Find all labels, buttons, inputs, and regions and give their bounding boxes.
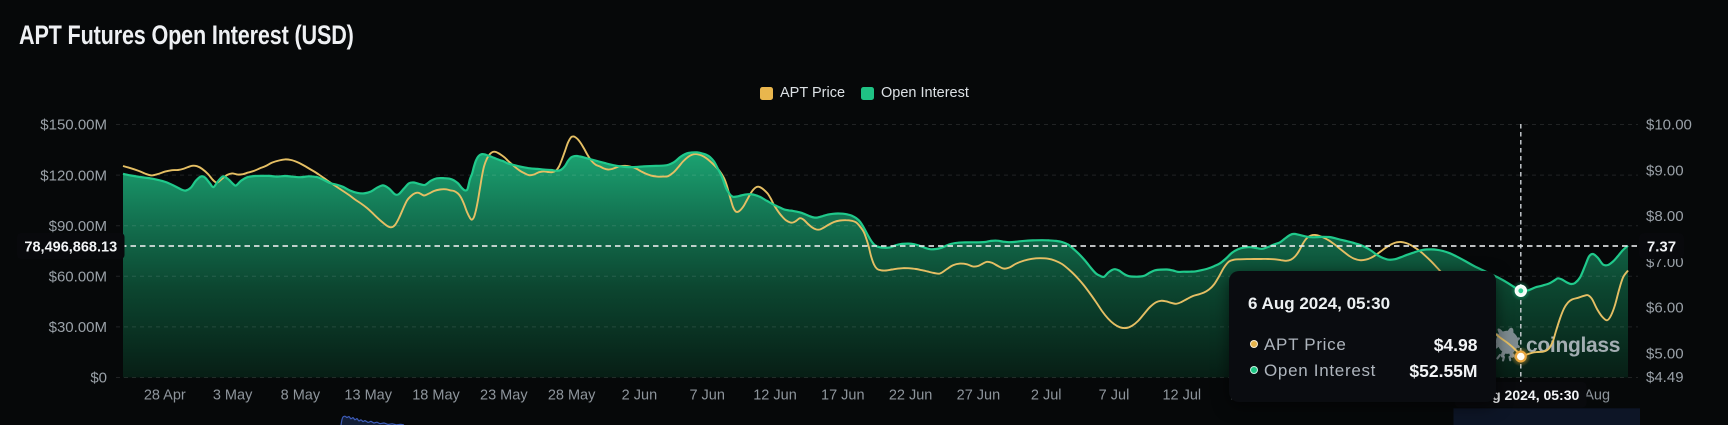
svg-text:$4.49: $4.49	[1646, 369, 1684, 386]
svg-text:12 Jul: 12 Jul	[1162, 388, 1201, 404]
svg-text:7 Jul: 7 Jul	[1099, 388, 1130, 404]
svg-text:12 Jun: 12 Jun	[753, 388, 797, 404]
svg-text:8 May: 8 May	[281, 388, 321, 404]
svg-text:13 May: 13 May	[344, 388, 392, 404]
svg-text:78,496,868.13: 78,496,868.13	[24, 239, 117, 255]
svg-text:2 Jun: 2 Jun	[622, 388, 657, 404]
svg-text:$5.00: $5.00	[1646, 345, 1684, 362]
svg-text:$6.00: $6.00	[1646, 300, 1684, 317]
svg-text:$8.00: $8.00	[1646, 208, 1684, 225]
svg-text:18 May: 18 May	[412, 388, 460, 404]
svg-text:$150.00M: $150.00M	[40, 117, 107, 134]
svg-text:28 Apr: 28 Apr	[144, 388, 186, 404]
svg-text:$90.00M: $90.00M	[49, 218, 107, 235]
svg-text:coinglass: coinglass	[1526, 334, 1620, 357]
svg-text:$30.00M: $30.00M	[49, 319, 107, 336]
svg-text:22 Jun: 22 Jun	[889, 388, 933, 404]
svg-text:7 Jun: 7 Jun	[689, 388, 724, 404]
svg-text:17 Jun: 17 Jun	[821, 388, 865, 404]
svg-text:27 Jun: 27 Jun	[957, 388, 1001, 404]
svg-text:7.37: 7.37	[1647, 238, 1676, 255]
svg-text:$10.00: $10.00	[1646, 117, 1692, 134]
svg-text:$0: $0	[90, 370, 107, 387]
svg-text:28 May: 28 May	[548, 388, 596, 404]
svg-text:$60.00M: $60.00M	[49, 269, 107, 286]
svg-text:3 May: 3 May	[213, 388, 253, 404]
svg-text:$9.00: $9.00	[1646, 163, 1684, 180]
svg-text:23 May: 23 May	[480, 388, 528, 404]
svg-text:2 Jul: 2 Jul	[1031, 388, 1062, 404]
svg-text:$120.00M: $120.00M	[40, 167, 107, 184]
